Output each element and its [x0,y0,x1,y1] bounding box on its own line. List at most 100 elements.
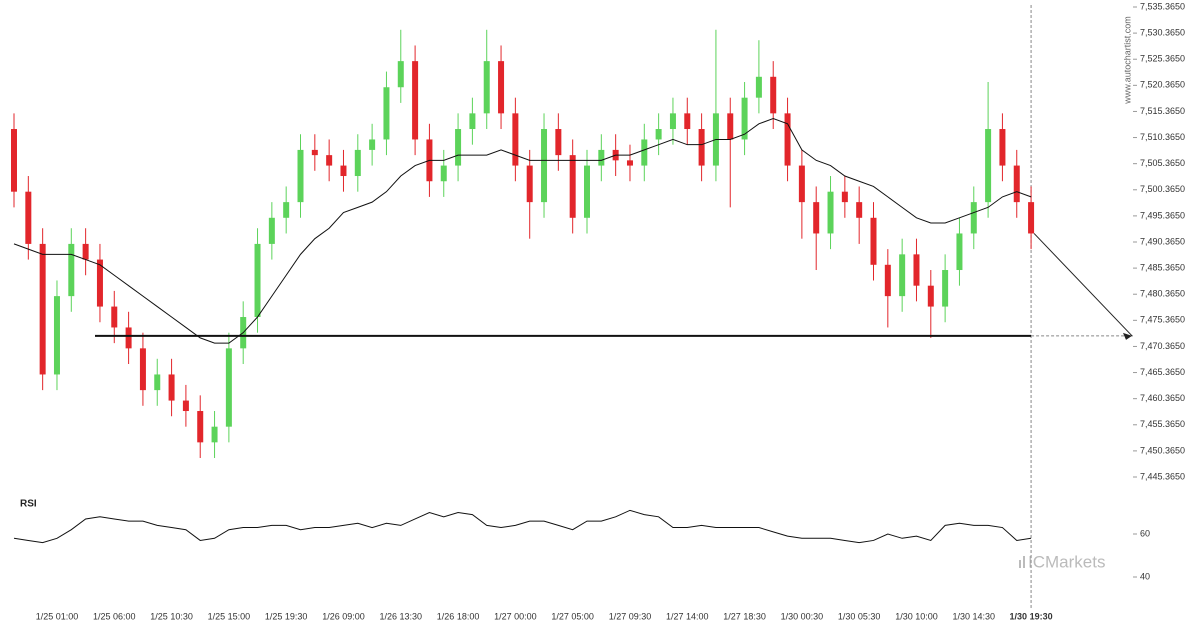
x-tick-label: 1/27 05:00 [551,611,594,621]
x-tick-label: 1/30 00:30 [781,611,824,621]
y-tick-label: 7,535.3650 [1140,1,1185,11]
candle-body [369,139,376,150]
candle-body [841,191,848,203]
candle-body [96,259,103,307]
x-tick-label: 1/30 19:30 [1010,611,1053,621]
candle-body [584,165,590,218]
y-tick-label: 7,505.3650 [1140,158,1185,168]
x-tick-label: 1/27 14:00 [666,611,709,621]
candle-body [727,113,734,140]
candle-body [440,165,447,182]
candle-body [999,129,1006,166]
candle-body [555,129,562,156]
x-tick-label: 1/26 13:30 [380,611,423,621]
candle-body [53,296,60,375]
candle-body [139,348,146,391]
candle-body [412,61,419,140]
candle-body [25,191,32,244]
moving-average [13,118,1032,344]
y-tick-label: 7,485.3650 [1140,262,1185,272]
candle-body [970,202,977,234]
x-tick-label: 1/25 15:00 [208,611,251,621]
candle-body [784,113,791,166]
candle-body [827,191,834,234]
logo-bar [1023,556,1025,568]
rsi-tick-label: 40 [1140,571,1150,581]
candle-body [526,165,533,203]
candle-body [483,61,490,114]
y-tick-label: 7,465.3650 [1140,367,1185,377]
candle-body [11,129,17,192]
y-tick-label: 7,530.3650 [1140,27,1185,37]
candle-body [254,243,261,318]
candle-body [297,149,304,203]
y-tick-label: 7,450.3650 [1140,445,1185,455]
candle-body [641,139,648,166]
candle-body [956,233,963,271]
x-tick-label: 1/26 18:00 [437,611,480,621]
logo-bar [1019,560,1021,568]
candle-body [927,285,934,307]
y-tick-label: 7,510.3650 [1140,132,1185,142]
x-tick-label: 1/27 09:30 [609,611,652,621]
x-tick-label: 1/25 01:00 [36,611,79,621]
candle-body [870,217,877,265]
y-tick-label: 7,500.3650 [1140,184,1185,194]
x-tick-label: 1/25 10:30 [150,611,193,621]
arrow-head [1123,332,1132,340]
candle-body [512,113,519,166]
candle-body [655,129,662,140]
candle-body [469,113,476,130]
candle-body [856,202,863,218]
y-tick-label: 7,520.3650 [1140,80,1185,90]
x-tick-label: 1/30 10:00 [895,611,938,621]
candle-body [498,61,505,114]
logo: ICMarkets [1019,552,1105,571]
candle-body [82,243,89,260]
candle-body [39,243,46,375]
candle-body [311,149,318,156]
candle-body [111,306,118,328]
candle-body [1028,202,1035,234]
logo-text: ICMarkets [1028,552,1105,571]
candle-body [669,113,676,130]
candle-body [684,113,691,130]
candle-body [884,264,891,297]
candle-body [197,411,204,443]
candle-body [326,155,333,166]
candle-body [1013,165,1020,203]
candle-body [899,254,906,297]
rsi-tick-label: 60 [1140,528,1150,538]
y-tick-label: 7,495.3650 [1140,210,1185,220]
candle-body [354,149,361,177]
y-tick-label: 7,480.3650 [1140,289,1185,299]
y-tick-label: 7,515.3650 [1140,106,1185,116]
rsi-line [13,509,1032,544]
x-tick-label: 1/25 06:00 [93,611,136,621]
candle-body [569,155,576,218]
candle-body [168,374,175,401]
x-tick-label: 1/25 19:30 [265,611,308,621]
candle-body [985,129,992,203]
candle-body [211,426,218,443]
candle-body [383,87,390,140]
candle-body [455,129,462,166]
candle-body [125,327,132,349]
candle-body [698,129,705,166]
candle-body [397,61,404,88]
x-tick-label: 1/30 14:30 [953,611,996,621]
x-tick-label: 1/26 09:00 [322,611,365,621]
forecast-arrow [1033,233,1133,337]
candle-body [770,76,777,114]
candle-body [755,76,762,98]
candle-body [813,202,820,234]
x-tick-label: 1/27 00:00 [494,611,537,621]
x-tick-label: 1/27 18:30 [723,611,766,621]
y-tick-label: 7,455.3650 [1140,419,1185,429]
candle-body [942,270,949,307]
candle-body [626,160,633,166]
x-tick-label: 1/30 05:30 [838,611,881,621]
rsi-title: RSI [20,499,37,510]
candle-body [741,97,748,140]
candle-body [268,217,275,244]
